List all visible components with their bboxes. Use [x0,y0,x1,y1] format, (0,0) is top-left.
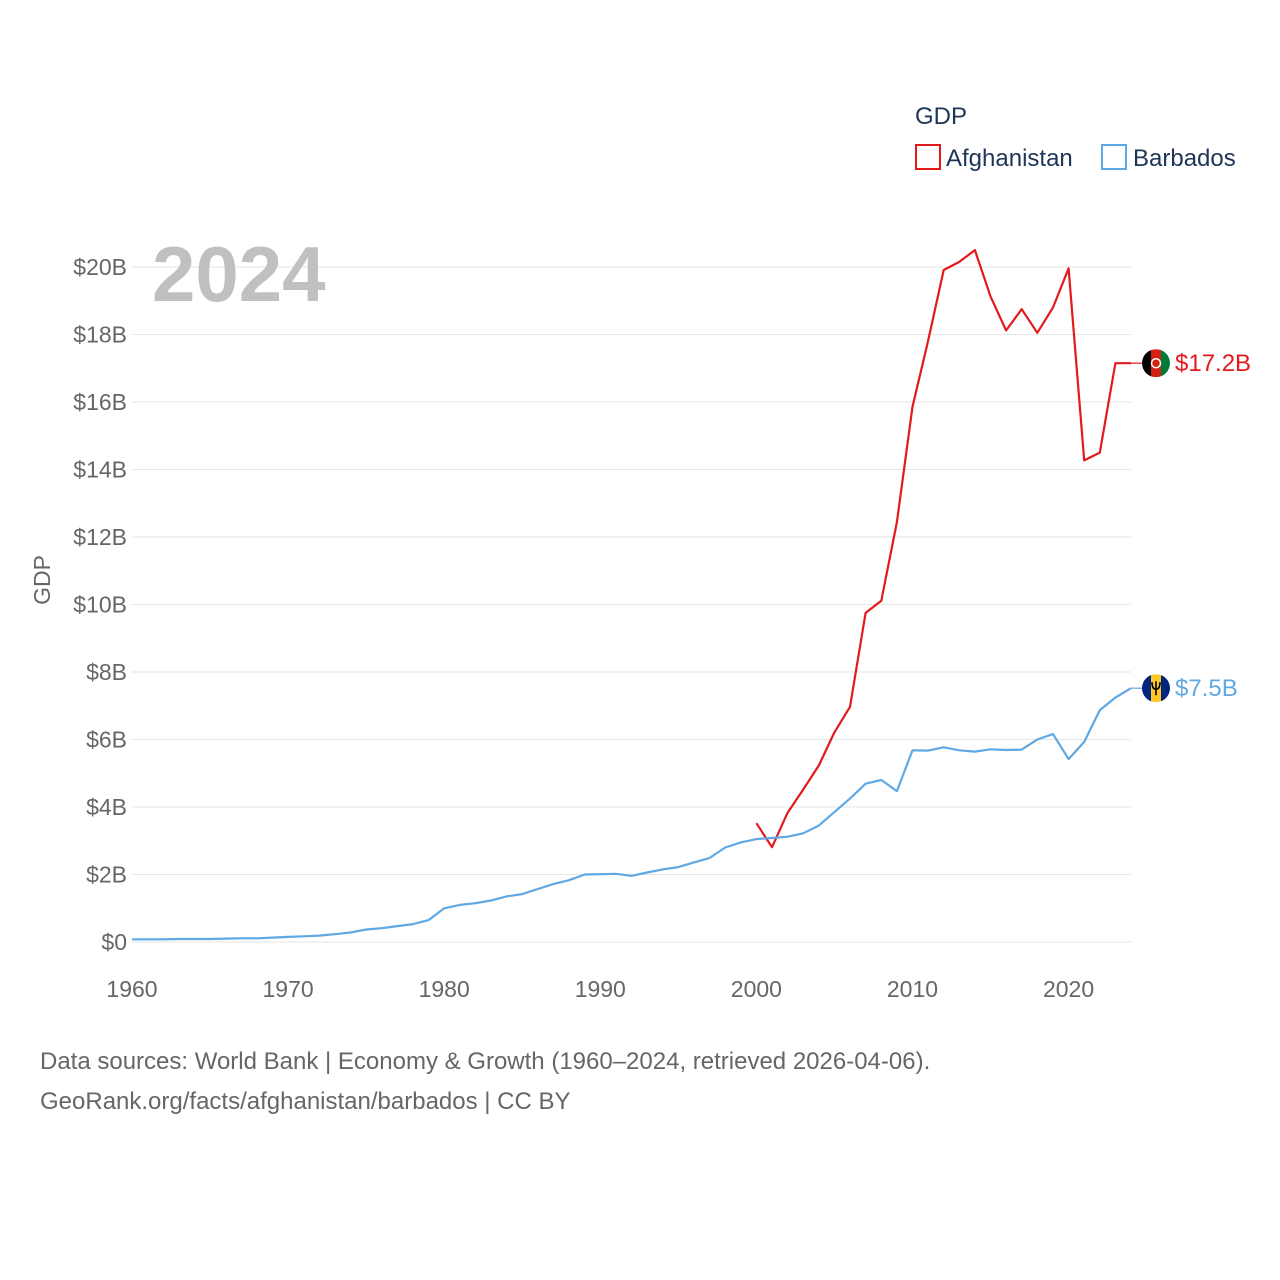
y-tick-label: $14B [73,457,127,483]
end-label-barbados: $7.5B [1175,675,1238,702]
y-tick-label: $12B [73,524,127,550]
y-tick-label: $10B [73,592,127,618]
source-note: Data sources: World Bank | Economy & Gro… [40,1042,930,1122]
legend-label-afghanistan: Afghanistan [946,145,1073,172]
end-label-afghanistan: $17.2B [1175,350,1251,377]
y-tick-label: $0 [101,929,127,955]
y-tick-label: $2B [86,862,127,888]
legend-title: GDP [915,103,967,130]
source-line-1: Data sources: World Bank | Economy & Gro… [40,1048,931,1075]
legend[interactable]: GDP Afghanistan Barbados [915,103,1236,172]
legend-item-afghanistan[interactable]: Afghanistan [915,144,1073,172]
y-tick-label: $8B [86,659,127,685]
x-axis-ticks: 1960 1970 1980 1990 2000 2010 2020 [106,976,1094,1002]
legend-swatch-barbados [1101,144,1127,170]
y-tick-label: $20B [73,254,127,280]
y-axis-ticks: $0 $2B $4B $6B $8B $10B $12B $14B $16B $18B $20B [73,254,127,955]
y-tick-label: $6B [86,727,127,753]
y-tick-label: $4B [86,794,127,820]
afghanistan-flag-icon [1142,349,1170,378]
x-tick-label: 1980 [419,976,470,1002]
y-tick-label: $18B [73,322,127,348]
x-tick-label: 2000 [731,976,782,1002]
barbados-flag-icon [1142,674,1170,703]
legend-label-barbados: Barbados [1133,145,1236,172]
series-lines [132,249,1132,941]
series-line-barbados [132,687,1132,941]
x-tick-label: 2020 [1043,976,1094,1002]
legend-item-barbados[interactable]: Barbados [1101,144,1236,172]
year-label: 2024 [152,230,326,318]
series-line-afghanistan [755,249,1131,849]
end-markers: $17.2B $7.5B [1131,349,1251,703]
legend-swatch-afghanistan [915,144,941,170]
y-axis-title: GDP [29,555,55,605]
gdp-line-chart: $0 $2B $4B $6B $8B $10B $12B $14B $16B $18B $20B 1… [29,103,1251,1002]
x-tick-label: 1970 [263,976,314,1002]
source-line-2: GeoRank.org/facts/afghanistan/barbados |… [40,1088,571,1115]
x-tick-label: 1960 [106,976,157,1002]
y-tick-label: $16B [73,389,127,415]
x-tick-label: 1990 [575,976,626,1002]
gridlines [132,266,1131,943]
x-tick-label: 2010 [887,976,938,1002]
